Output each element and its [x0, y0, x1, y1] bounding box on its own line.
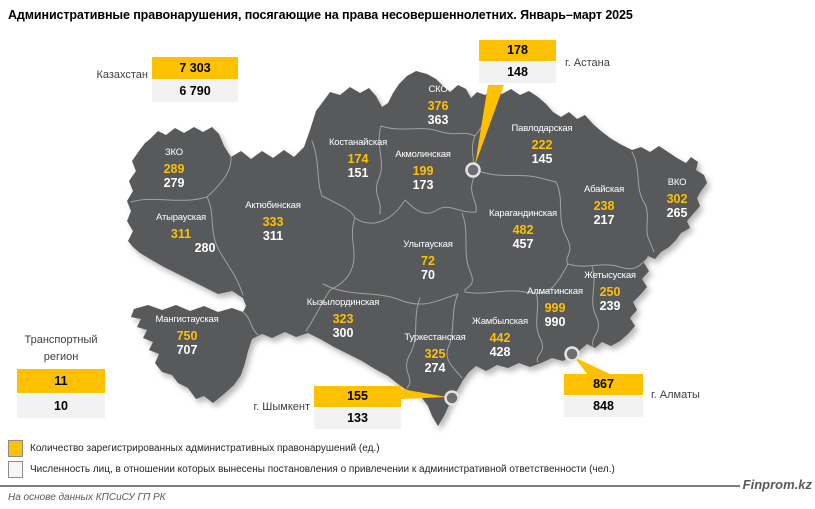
legend-label-registered: Количество зарегистрированных администра… — [30, 443, 380, 454]
almaty-box: 867 848 — [564, 374, 643, 417]
astana-pointer — [475, 85, 504, 165]
almaty-pointer — [574, 357, 612, 375]
transport-label-line2: регион — [43, 351, 79, 363]
transport-value-registered: 11 — [17, 369, 105, 393]
shymkent-marker — [444, 390, 460, 406]
legend-swatch-white — [8, 461, 23, 478]
almaty-marker — [564, 346, 580, 362]
kazakhstan-total-label: Казахстан — [96, 69, 148, 81]
source-note: На основе данных КПСиСУ ГП РК — [8, 492, 166, 503]
shymkent-label: г. Шымкент — [253, 401, 311, 413]
shymkent-pointer — [401, 389, 447, 399]
brand-logo: Finprom.kz — [742, 477, 812, 492]
shymkent-box: 155 133 — [314, 386, 401, 429]
chart-title: Административные правонарушения, посягаю… — [8, 8, 633, 22]
astana-box: 178 148 — [479, 40, 556, 83]
legend-item-registered: Количество зарегистрированных администра… — [8, 440, 380, 457]
kazakhstan-value-persons: 6 790 — [152, 80, 238, 102]
almaty-value-persons: 848 — [564, 396, 643, 417]
kazakhstan-value-registered: 7 303 — [152, 57, 238, 79]
transport-label-line1: Транспортный — [24, 334, 98, 346]
astana-label: г. Астана — [565, 57, 610, 69]
legend-label-persons: Численность лиц, в отношении которых вын… — [30, 464, 615, 475]
transport-region-label: Транспортный регион — [6, 332, 116, 366]
legend-swatch-yellow — [8, 440, 23, 457]
astana-marker — [465, 162, 481, 178]
country-shape — [127, 71, 707, 426]
almaty-value-registered: 867 — [564, 374, 643, 395]
astana-value-persons: 148 — [479, 62, 556, 83]
shymkent-value-persons: 133 — [314, 408, 401, 429]
kazakhstan-outline — [127, 71, 707, 426]
legend-item-persons: Численность лиц, в отношении которых вын… — [8, 461, 615, 478]
almaty-label: г. Алматы — [651, 389, 700, 401]
transport-region-box: 11 10 — [17, 369, 105, 418]
footer-divider — [0, 485, 740, 487]
astana-value-registered: 178 — [479, 40, 556, 61]
shymkent-value-registered: 155 — [314, 386, 401, 407]
transport-value-persons: 10 — [17, 394, 105, 418]
kazakhstan-total-box: 7 303 6 790 — [152, 57, 238, 102]
